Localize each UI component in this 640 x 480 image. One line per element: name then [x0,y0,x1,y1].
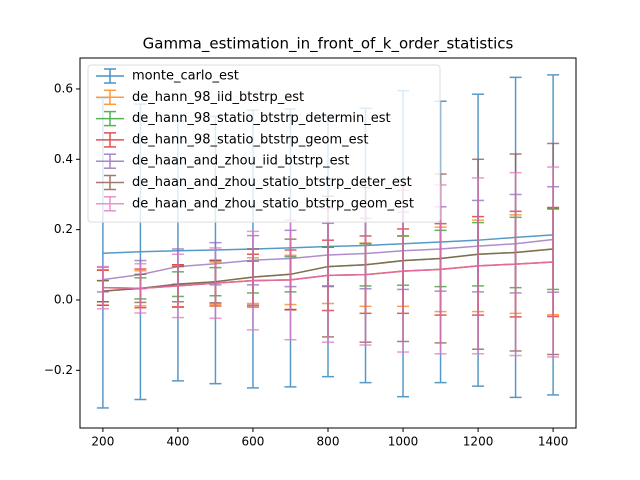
x-tick-label: 1200 [463,435,494,449]
legend-label: de_hann_98_statio_btstrp_determin_est [132,111,391,126]
x-tick-label: 400 [166,435,189,449]
x-tick-label: 600 [242,435,265,449]
legend-entry [96,132,124,148]
x-tick-label: 1000 [388,435,419,449]
legend-label: monte_carlo_est [132,69,239,84]
y-tick-label: 0.4 [54,152,73,166]
legend-entry [96,196,124,212]
legend-label: de_hann_98_statio_btstrp_geom_est [132,132,369,147]
legend-entry [96,174,124,191]
x-tick-label: 800 [317,435,340,449]
legend-label: de_hann_98_iid_btstrp_est [132,90,304,105]
chart-title: Gamma_estimation_in_front_of_k_order_sta… [143,35,514,54]
legend-label: de_haan_and_zhou_statio_btstrp_deter_est [132,175,412,190]
legend-entry [96,68,124,84]
y-tick-label: 0.6 [54,81,73,95]
legend-entry [96,153,124,169]
x-tick-label: 1400 [538,435,569,449]
legend-entry [96,110,124,127]
series-line [102,261,554,290]
x-tick-label: 200 [91,435,114,449]
legend-label: de_haan_and_zhou_iid_btstrp_est [132,154,350,169]
y-tick-label: −0.2 [44,363,73,377]
legend-entry [96,89,124,106]
legend-label: de_haan_and_zhou_statio_btstrp_geom_est [132,196,414,211]
y-tick-label: 0.0 [54,292,73,306]
y-tick-label: 0.2 [54,222,73,236]
legend-box [87,64,441,223]
plot-frame [79,57,577,429]
